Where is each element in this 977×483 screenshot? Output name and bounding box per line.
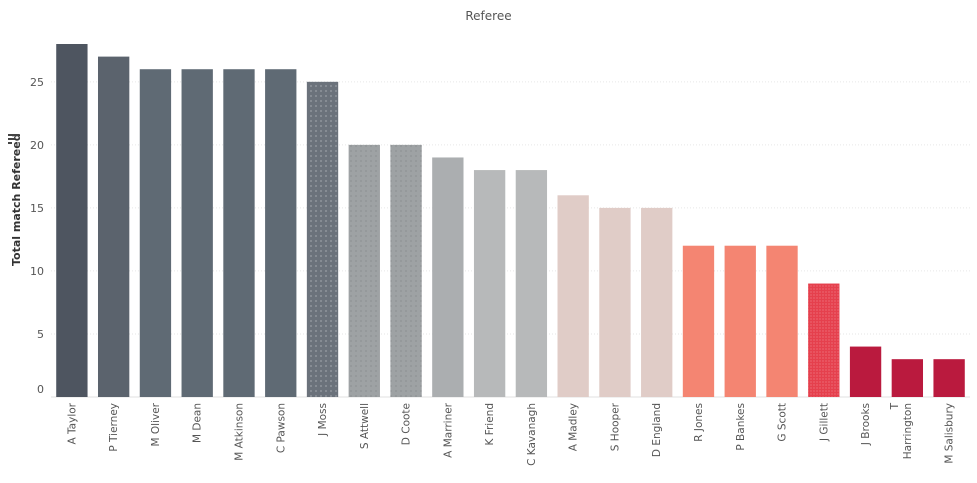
x-category-label-line: J Moss [317, 403, 329, 437]
x-category-label-line: M Oliver [150, 402, 162, 446]
x-category-label: M Oliver [150, 402, 162, 446]
bar-k-friend[interactable] [473, 170, 506, 397]
x-category-label-line: M Atkinson [233, 403, 245, 461]
x-category-label: G Scott [777, 403, 789, 442]
x-category-label: P Tierney [108, 403, 120, 452]
x-category-label-line: J Brooks [860, 403, 872, 446]
bar-m-salisbury[interactable] [933, 359, 965, 397]
x-category-label-line: R Jones [693, 403, 705, 442]
bar-d-coote[interactable] [390, 144, 422, 397]
x-category-label-line: K Friend [484, 403, 496, 446]
y-tick-label: 25 [30, 76, 44, 89]
x-category-label-line: G Scott [777, 403, 789, 442]
x-category-label-line: M Salisbury [944, 403, 956, 464]
sort-descending-icon[interactable] [8, 134, 20, 144]
x-category-label-line: A Marriner [442, 402, 454, 457]
x-category-label: K Friend [484, 403, 496, 446]
x-category-label: D England [651, 403, 663, 457]
bar-r-jones[interactable] [682, 245, 715, 397]
y-tick-label: 10 [30, 265, 44, 278]
x-category-label-line: T [889, 402, 901, 410]
x-category-label-line: Harrington [902, 403, 914, 459]
y-tick-label: 0 [37, 383, 44, 396]
y-tick-label: 5 [37, 328, 44, 341]
bar-t-harrington[interactable] [891, 359, 924, 397]
x-category-label: J Moss [317, 403, 329, 437]
bar-s-attwell[interactable] [348, 144, 380, 397]
bar-d-england[interactable] [641, 207, 673, 397]
x-category-label-line: C Kavanagh [526, 403, 538, 466]
bar-s-hooper[interactable] [599, 207, 631, 397]
x-category-label: M Salisbury [944, 403, 956, 464]
x-category-label-line: C Pawson [275, 403, 287, 453]
bar-a-madley[interactable] [557, 195, 589, 397]
x-category-label-line: S Hooper [609, 402, 621, 451]
bar-m-oliver[interactable] [139, 69, 172, 397]
bar-c-pawson[interactable] [265, 69, 297, 397]
bar-c-kavanagh[interactable] [515, 170, 548, 397]
x-category-label: S Hooper [609, 402, 621, 451]
x-category-label-line: M Dean [192, 403, 204, 443]
x-category-label: D Coote [401, 403, 413, 445]
x-category-label-line: P Tierney [108, 403, 120, 452]
x-category-label-line: D Coote [401, 403, 413, 445]
bar-j-gillett[interactable] [808, 283, 840, 397]
bar-a-taylor[interactable] [56, 44, 88, 397]
x-category-label: A Madley [568, 403, 580, 451]
x-category-label: P Bankes [735, 403, 747, 451]
x-category-label-line: A Taylor [66, 402, 78, 444]
x-category-label-line: D England [651, 403, 663, 457]
x-category-label-line: A Madley [568, 403, 580, 451]
x-category-label: THarrington [889, 402, 914, 459]
x-category-label-line: P Bankes [735, 403, 747, 451]
bar-j-moss[interactable] [306, 81, 339, 398]
y-tick-label: 15 [30, 202, 44, 215]
bar-g-scott[interactable] [766, 245, 798, 397]
x-axis-labels: A Taylor P Tierney M Oliver M Dean M Atkinso… [66, 402, 955, 466]
bar-j-brooks[interactable] [849, 346, 882, 397]
x-category-label: R Jones [693, 403, 705, 442]
x-category-label: M Atkinson [233, 403, 245, 461]
bars [56, 44, 965, 398]
x-category-label: J Brooks [860, 403, 872, 446]
bar-m-dean[interactable] [181, 69, 213, 397]
x-category-label: M Dean [192, 403, 204, 443]
column-header-referee: Referee [465, 9, 512, 23]
x-category-label-line: S Attwell [359, 403, 371, 449]
bar-p-tierney[interactable] [97, 56, 130, 397]
x-category-label: A Taylor [66, 402, 78, 444]
x-category-label: S Attwell [359, 403, 371, 449]
x-category-label-line: J Gillett [818, 403, 830, 442]
x-category-label: A Marriner [442, 402, 454, 457]
y-tick-label: 20 [30, 139, 44, 152]
bar-m-atkinson[interactable] [223, 69, 255, 397]
x-category-label: J Gillett [818, 403, 830, 442]
y-axis-ticks: 0 5 10 15 20 25 [30, 76, 44, 396]
x-category-label: C Pawson [275, 403, 287, 453]
bar-a-marriner[interactable] [432, 157, 464, 397]
bar-p-bankes[interactable] [724, 245, 756, 397]
x-category-label: C Kavanagh [526, 403, 538, 466]
